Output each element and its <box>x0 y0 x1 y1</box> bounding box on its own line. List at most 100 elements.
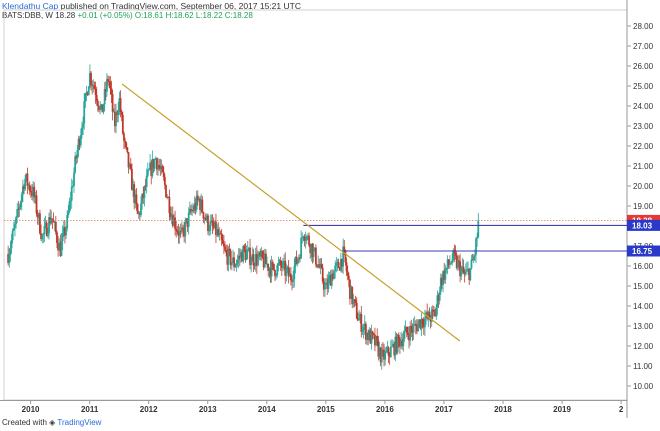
candle-body <box>467 268 469 270</box>
candle-body <box>321 267 324 282</box>
candle-body <box>417 323 419 332</box>
candle-body <box>283 260 285 262</box>
author-link[interactable]: Klendathu Cap <box>2 1 59 11</box>
candle-body <box>62 227 65 234</box>
candle-body <box>444 269 447 280</box>
candle-body <box>338 268 341 271</box>
candle-body <box>134 194 137 203</box>
candle-body <box>295 256 298 264</box>
candle-body <box>87 86 90 96</box>
candle-body <box>453 249 456 254</box>
candle-body <box>287 266 290 277</box>
candle-body <box>388 355 391 357</box>
candle-body <box>379 347 382 363</box>
candle-body <box>272 263 275 271</box>
candle-body <box>31 192 33 197</box>
candle-body <box>203 217 206 219</box>
candle-body <box>96 101 99 107</box>
candle-body <box>282 261 284 269</box>
candle-body <box>387 347 390 356</box>
candle-body <box>46 233 49 236</box>
candle-body <box>64 227 66 236</box>
candle-body <box>50 218 53 224</box>
candle-body <box>162 172 165 178</box>
candle-body <box>431 309 434 311</box>
candle-body <box>36 213 39 218</box>
candle-body <box>274 270 276 277</box>
candle-body <box>368 330 371 340</box>
candle-body <box>93 85 96 89</box>
candle-body <box>328 275 331 279</box>
candle-body <box>312 249 315 258</box>
candle-body <box>330 273 333 286</box>
y-tick-label: 19.00 <box>633 202 654 211</box>
candle-body <box>358 318 360 321</box>
candle-body <box>261 251 264 258</box>
candle-body <box>56 232 58 243</box>
tradingview-brand-link[interactable]: TradingView <box>57 418 102 427</box>
candle-body <box>95 95 98 102</box>
candle-body <box>442 271 444 285</box>
candle-body <box>392 343 395 347</box>
candle-body <box>24 178 27 190</box>
candle-body <box>8 254 11 263</box>
candle-body <box>428 311 431 320</box>
candle-body <box>65 228 67 236</box>
candle-body <box>314 247 317 265</box>
candle-body <box>116 112 119 116</box>
y-tick-label: 20.00 <box>633 182 654 191</box>
candle-body <box>268 267 271 271</box>
candle-body <box>378 347 381 357</box>
candle-body <box>123 133 125 141</box>
candle-body <box>414 324 417 326</box>
candle-body <box>132 184 134 191</box>
candle-body <box>420 318 423 329</box>
candle-body <box>194 203 197 210</box>
candle-body <box>180 227 183 232</box>
candle-body <box>42 233 45 235</box>
candle-body <box>175 228 178 231</box>
candle-body <box>472 256 475 261</box>
candle-body <box>69 200 72 202</box>
candle-body <box>290 273 292 281</box>
price-label-text: 18.03 <box>632 221 653 230</box>
candle-body <box>19 202 22 208</box>
candle-body <box>241 252 243 262</box>
x-tick-label: 2016 <box>376 405 394 414</box>
candle-body <box>318 264 321 268</box>
candle-body <box>427 311 430 319</box>
candle-body <box>121 114 124 134</box>
candle-body <box>418 319 421 324</box>
candle-body <box>223 243 225 247</box>
candle-body <box>190 208 192 212</box>
candle-body <box>185 218 188 222</box>
y-tick-label: 22.00 <box>633 142 654 151</box>
candle-body <box>422 325 425 328</box>
candle-body <box>215 221 217 235</box>
candle-body <box>434 311 437 317</box>
candle-body <box>205 215 208 221</box>
close-value: C:18.28 <box>224 11 253 20</box>
y-tick-label: 23.00 <box>633 122 654 131</box>
candle-body <box>276 265 279 276</box>
candle-body <box>101 104 104 113</box>
candle-body <box>473 254 476 257</box>
candle-body <box>136 204 139 214</box>
candle-body <box>263 253 266 268</box>
candle-body <box>447 259 450 265</box>
candle-body <box>267 263 270 271</box>
candle-body <box>371 331 374 335</box>
candle-body <box>443 271 446 280</box>
candle-body <box>258 252 261 258</box>
candle-body <box>240 252 242 258</box>
plot-frame <box>3 9 628 401</box>
candle-body <box>286 266 289 269</box>
candle-body <box>351 286 354 305</box>
candle-body <box>311 243 314 258</box>
candle-body <box>126 147 129 153</box>
candle-body <box>334 265 337 272</box>
candle-body <box>188 208 191 213</box>
candle-body <box>477 220 480 238</box>
candle-body <box>280 265 283 269</box>
